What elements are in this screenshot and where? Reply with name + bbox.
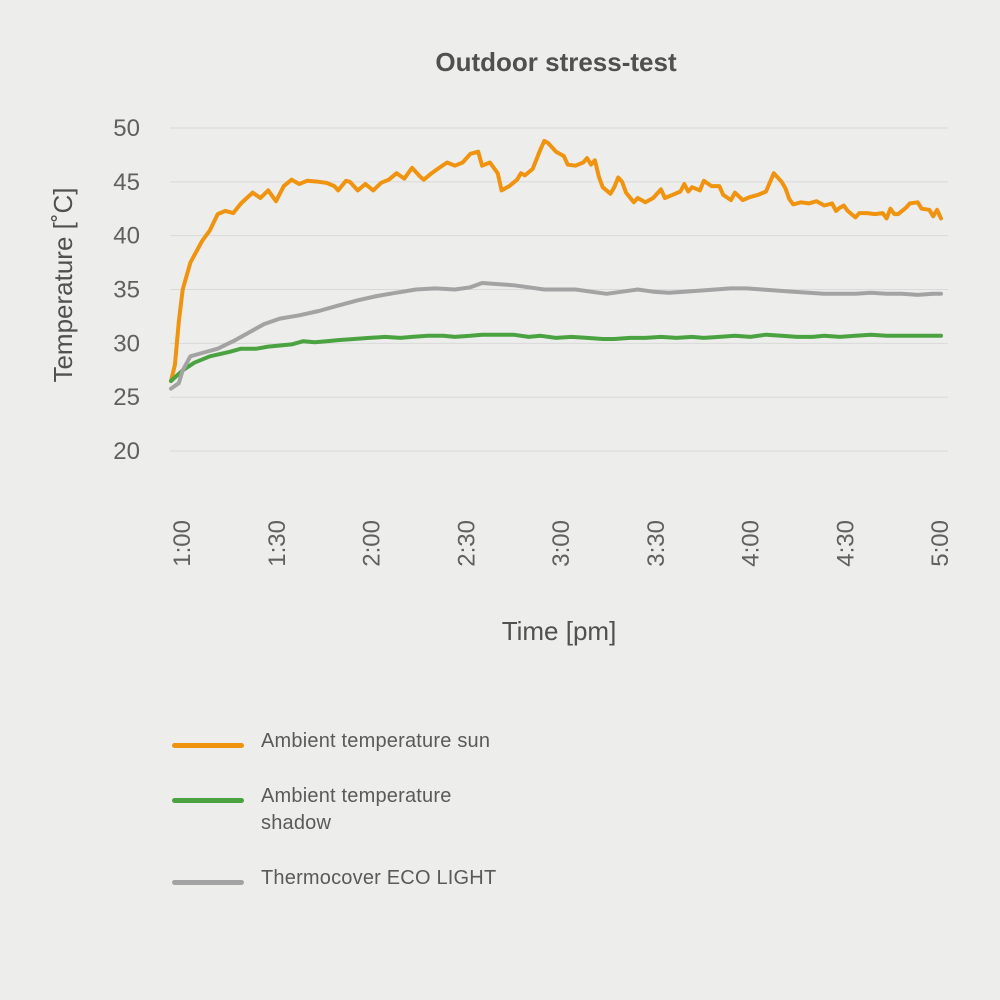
- series-line-2: [169, 281, 943, 391]
- y-axis-label: Temperature [˚C]: [48, 187, 78, 382]
- legend-label-sun: Ambient temperature sun: [261, 730, 491, 752]
- x-tick-label: 3:30: [643, 520, 670, 567]
- y-tick-label: 25: [113, 384, 140, 411]
- legend-swatch-shadow: [172, 798, 244, 803]
- x-tick-label: 4:30: [832, 520, 859, 567]
- legend-item-shadow: Ambient temperature shadow: [172, 783, 511, 837]
- legend-swatch-sun: [172, 743, 244, 748]
- y-tick-label: 20: [113, 438, 140, 465]
- x-tick-label: 3:00: [548, 520, 575, 567]
- x-axis-label: Time [pm]: [502, 616, 617, 646]
- x-tick-label: 2:00: [359, 520, 386, 567]
- series-line-0: [169, 138, 943, 383]
- y-tick-label: 35: [113, 277, 140, 304]
- x-tick-labels: 1:00 1:30 2:00 2:30 3:00 3:30 4:00 4:30 5:00: [169, 520, 954, 567]
- y-tick-label: 30: [113, 330, 140, 357]
- y-tick-label: 45: [113, 169, 140, 196]
- x-tick-label: 4:00: [738, 520, 765, 567]
- legend-label-shadow: Ambient temperature shadow: [261, 785, 452, 834]
- legend-swatch-thermocover: [172, 880, 244, 885]
- legend-item-thermocover: Thermocover ECO LIGHT: [172, 865, 511, 892]
- series-line-1: [169, 332, 943, 383]
- legend-label-thermocover: Thermocover ECO LIGHT: [261, 867, 497, 889]
- chart-title: Outdoor stress-test: [435, 47, 677, 77]
- series-lines: [169, 138, 943, 391]
- x-tick-label: 5:00: [927, 520, 954, 567]
- y-tick-label: 40: [113, 223, 140, 250]
- y-tick-labels: 20 25 30 35 40 45 50: [113, 115, 140, 465]
- legend-item-sun: Ambient temperature sun: [172, 728, 511, 755]
- x-tick-label: 1:00: [169, 520, 196, 567]
- y-tick-label: 50: [113, 115, 140, 142]
- x-tick-label: 1:30: [264, 520, 291, 567]
- legend: Ambient temperature sun Ambient temperat…: [172, 728, 511, 920]
- x-tick-label: 2:30: [453, 520, 480, 567]
